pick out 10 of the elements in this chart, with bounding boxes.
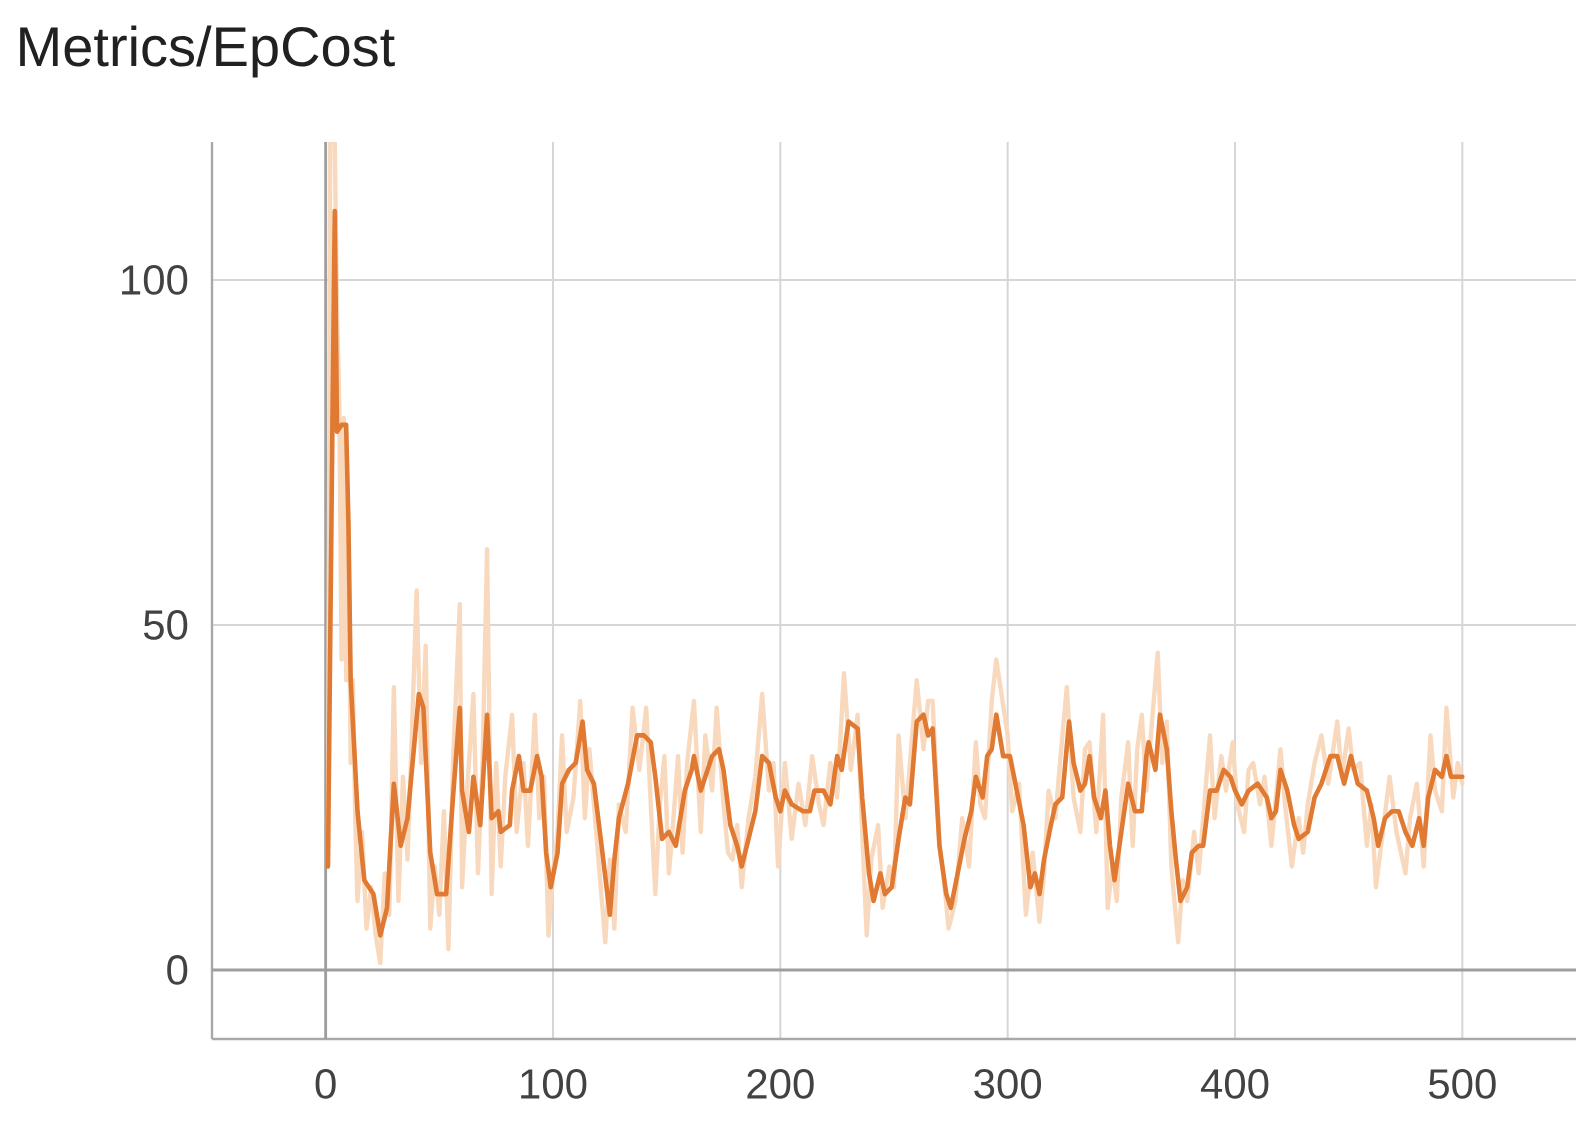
x-tick-label: 400 [1200,1069,1269,1099]
y-tick-label: 0 [167,955,188,985]
y-tick-label: 100 [122,265,188,295]
x-tick-label: 500 [1428,1069,1496,1099]
x-tick-label: 0 [315,1069,336,1099]
x-tick-label: 100 [521,1069,587,1099]
x-tick-label: 300 [974,1069,1042,1099]
x-tick-label: 200 [747,1069,814,1099]
chart-title: Metrics/EpCost [20,25,395,78]
y-tick-label: 50 [143,610,188,640]
